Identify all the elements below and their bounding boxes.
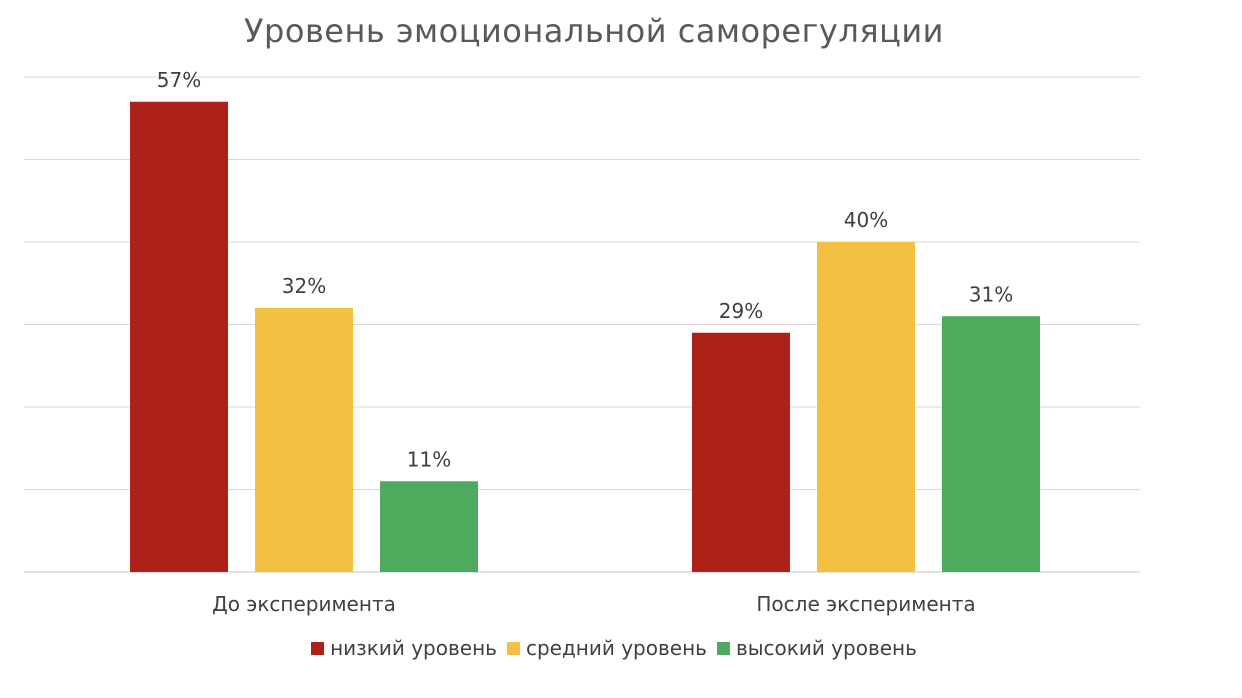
data-label: 31% — [969, 282, 1013, 306]
data-label: 32% — [282, 274, 326, 298]
data-label: 11% — [407, 447, 451, 471]
legend-swatch — [716, 641, 730, 655]
legend-label: низкий уровень — [330, 636, 497, 660]
data-labels: 57% 32% 11% 29% 40% 31% — [157, 68, 1013, 472]
legend-item: высокий уровень — [716, 636, 917, 660]
bar — [692, 332, 790, 572]
legend-label: высокий уровень — [735, 636, 917, 660]
bar — [130, 101, 228, 572]
category-labels: До эксперимента После эксперимента — [212, 592, 975, 616]
legend-item: низкий уровень — [311, 636, 497, 660]
legend-swatch — [311, 641, 325, 655]
chart-title: Уровень эмоциональной саморегуляции — [244, 12, 944, 50]
category-label: После эксперимента — [756, 592, 975, 616]
data-label: 40% — [844, 208, 888, 232]
data-label: 29% — [719, 299, 763, 323]
bars — [130, 101, 1040, 572]
category-label: До эксперимента — [212, 592, 396, 616]
bar — [942, 316, 1040, 572]
legend-item: средний уровень — [506, 636, 707, 660]
bar — [380, 481, 478, 572]
bar — [255, 308, 353, 572]
legend-label: средний уровень — [525, 636, 707, 660]
bar — [817, 242, 915, 572]
legend-swatch — [506, 641, 520, 655]
data-label: 57% — [157, 68, 201, 92]
legend: низкий уровень средний уровень высокий уро… — [0, 636, 1228, 660]
